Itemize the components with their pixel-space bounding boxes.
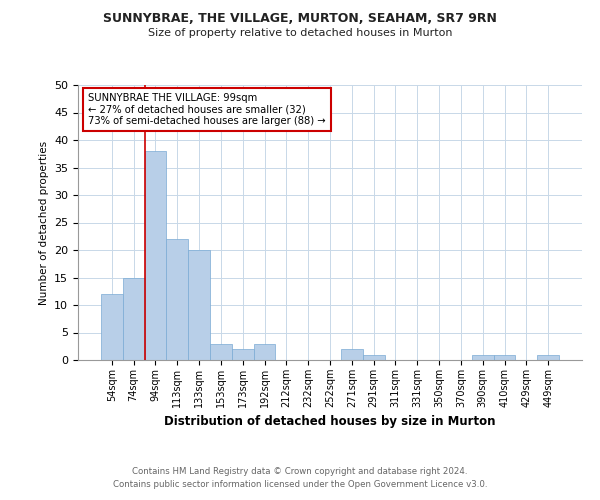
Bar	[188, 250, 210, 360]
Bar	[101, 294, 123, 360]
Text: Contains public sector information licensed under the Open Government Licence v3: Contains public sector information licen…	[113, 480, 487, 489]
Bar	[494, 354, 515, 360]
X-axis label: Distribution of detached houses by size in Murton: Distribution of detached houses by size …	[164, 416, 496, 428]
Bar	[210, 344, 232, 360]
Text: Contains HM Land Registry data © Crown copyright and database right 2024.: Contains HM Land Registry data © Crown c…	[132, 467, 468, 476]
Text: SUNNYBRAE THE VILLAGE: 99sqm
← 27% of detached houses are smaller (32)
73% of se: SUNNYBRAE THE VILLAGE: 99sqm ← 27% of de…	[88, 93, 326, 126]
Bar	[123, 278, 145, 360]
Bar	[341, 349, 363, 360]
Bar	[537, 354, 559, 360]
Bar	[254, 344, 275, 360]
Bar	[472, 354, 494, 360]
Y-axis label: Number of detached properties: Number of detached properties	[38, 140, 49, 304]
Bar	[145, 151, 166, 360]
Text: SUNNYBRAE, THE VILLAGE, MURTON, SEAHAM, SR7 9RN: SUNNYBRAE, THE VILLAGE, MURTON, SEAHAM, …	[103, 12, 497, 26]
Text: Size of property relative to detached houses in Murton: Size of property relative to detached ho…	[148, 28, 452, 38]
Bar	[166, 239, 188, 360]
Bar	[363, 354, 385, 360]
Bar	[232, 349, 254, 360]
